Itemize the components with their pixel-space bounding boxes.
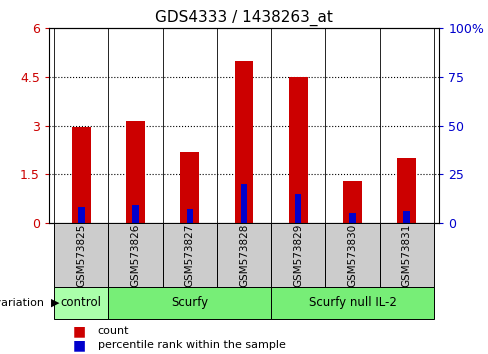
Text: Scurfy: Scurfy xyxy=(171,296,208,309)
Text: control: control xyxy=(61,296,102,309)
Bar xyxy=(72,127,91,223)
Text: genotype/variation: genotype/variation xyxy=(0,298,44,308)
Bar xyxy=(397,158,416,223)
Bar xyxy=(78,207,84,223)
Text: ▶: ▶ xyxy=(51,298,60,308)
Bar xyxy=(404,211,410,223)
Bar xyxy=(241,184,247,223)
Bar xyxy=(180,152,199,223)
Text: count: count xyxy=(98,326,129,336)
Bar xyxy=(54,223,108,287)
Bar xyxy=(271,223,325,287)
Bar xyxy=(295,194,302,223)
Bar xyxy=(108,223,163,287)
Text: Scurfy null IL-2: Scurfy null IL-2 xyxy=(308,296,396,309)
Text: GSM573830: GSM573830 xyxy=(347,223,357,286)
Bar xyxy=(343,181,362,223)
Text: ■: ■ xyxy=(73,338,86,352)
Text: GSM573825: GSM573825 xyxy=(76,223,86,287)
Bar xyxy=(217,223,271,287)
Bar xyxy=(186,210,193,223)
Bar xyxy=(271,287,434,319)
Text: ■: ■ xyxy=(73,324,86,338)
Bar xyxy=(289,77,308,223)
Text: GSM573831: GSM573831 xyxy=(402,223,412,287)
Text: GSM573829: GSM573829 xyxy=(293,223,303,287)
Bar xyxy=(54,287,108,319)
Text: GSM573827: GSM573827 xyxy=(185,223,195,287)
Text: percentile rank within the sample: percentile rank within the sample xyxy=(98,340,285,350)
Bar xyxy=(126,121,145,223)
Bar xyxy=(132,205,139,223)
Text: GSM573826: GSM573826 xyxy=(131,223,141,287)
Bar xyxy=(380,223,434,287)
Text: GSM573828: GSM573828 xyxy=(239,223,249,287)
Bar xyxy=(349,213,356,223)
Bar xyxy=(325,223,380,287)
Bar xyxy=(163,223,217,287)
Bar xyxy=(108,287,271,319)
Bar xyxy=(235,61,253,223)
Title: GDS4333 / 1438263_at: GDS4333 / 1438263_at xyxy=(155,9,333,25)
